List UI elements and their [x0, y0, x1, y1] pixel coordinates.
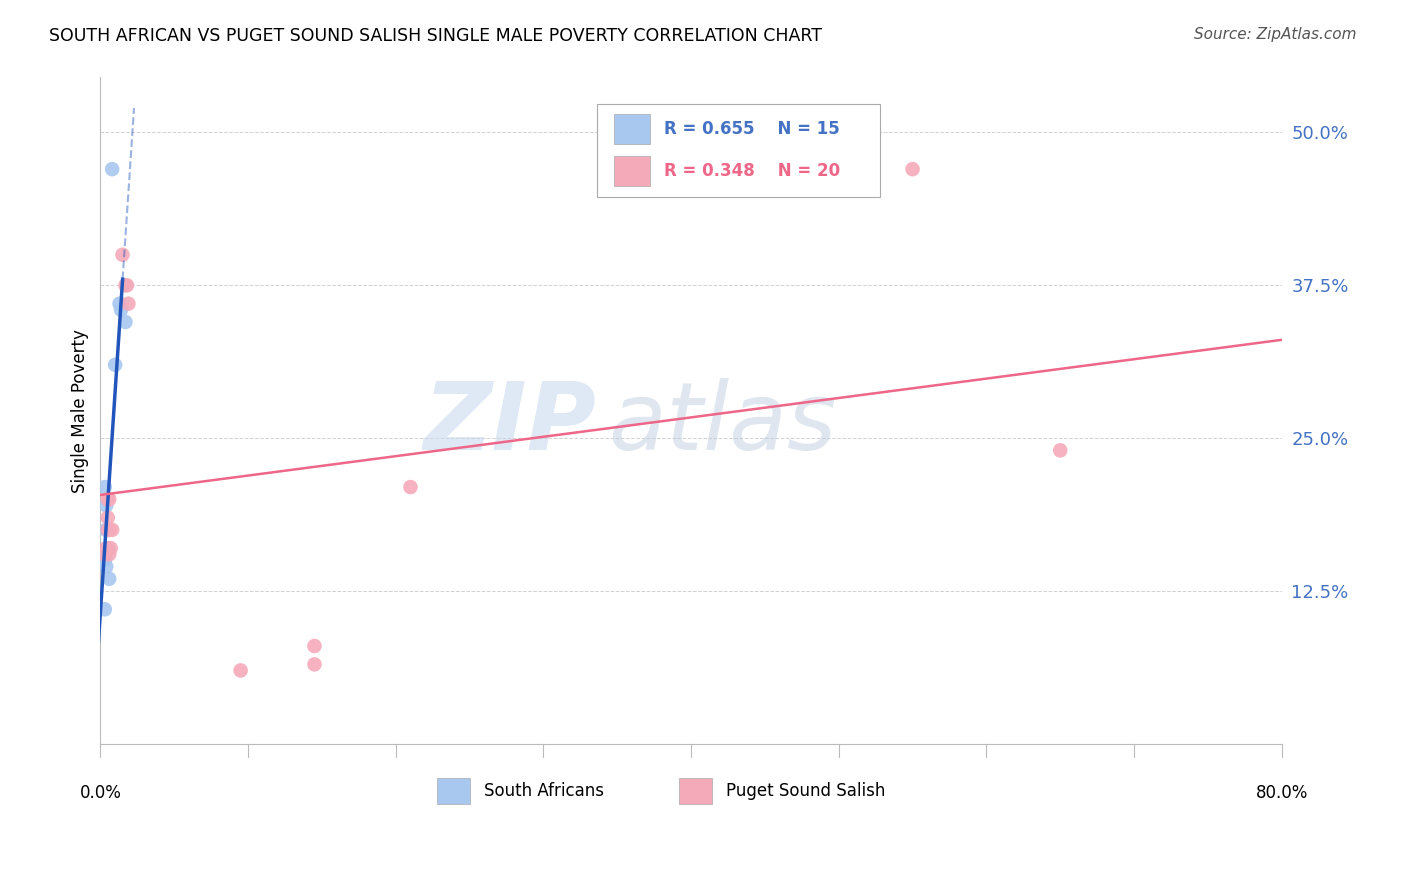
Point [94, 547, 117, 561]
Bar [437, 779, 470, 804]
Point [98, 572, 121, 586]
Point [96, 523, 118, 537]
Point [94, 553, 117, 567]
Point [100, 541, 122, 556]
Point [97, 492, 120, 507]
Point [94, 547, 117, 561]
Point [114, 278, 136, 293]
Text: South Africans: South Africans [484, 782, 605, 800]
Bar [614, 114, 650, 145]
Point [101, 162, 124, 177]
Point [115, 278, 138, 293]
Point [901, 162, 924, 177]
Point [117, 296, 139, 310]
Text: SOUTH AFRICAN VS PUGET SOUND SALISH SINGLE MALE POVERTY CORRELATION CHART: SOUTH AFRICAN VS PUGET SOUND SALISH SING… [49, 27, 823, 45]
Point [98, 492, 121, 507]
Point [97, 523, 120, 537]
Point [229, 664, 252, 678]
Bar [614, 156, 650, 186]
Point [110, 302, 132, 317]
Text: 80.0%: 80.0% [1256, 784, 1308, 802]
Point [108, 296, 131, 310]
Point [304, 657, 326, 672]
Point [304, 639, 326, 653]
Point [98, 547, 121, 561]
Point [96, 541, 118, 556]
Text: R = 0.655    N = 15: R = 0.655 N = 15 [664, 120, 839, 138]
Point [98, 523, 121, 537]
Point [114, 315, 136, 329]
Point [104, 358, 127, 372]
Point [101, 523, 124, 537]
Point [97, 523, 120, 537]
Point [1049, 443, 1071, 458]
Text: Source: ZipAtlas.com: Source: ZipAtlas.com [1194, 27, 1357, 42]
Text: Puget Sound Salish: Puget Sound Salish [727, 782, 886, 800]
Point [94, 602, 117, 616]
Text: R = 0.348    N = 20: R = 0.348 N = 20 [664, 162, 839, 180]
Bar [679, 779, 713, 804]
FancyBboxPatch shape [596, 104, 880, 197]
Text: 0.0%: 0.0% [79, 784, 121, 802]
Y-axis label: Single Male Poverty: Single Male Poverty [72, 328, 89, 492]
Point [111, 248, 134, 262]
Point [94, 480, 117, 494]
Text: ZIP: ZIP [423, 378, 596, 470]
Point [96, 499, 118, 513]
Point [96, 559, 118, 574]
Point [399, 480, 422, 494]
Point [97, 510, 120, 524]
Point [97, 541, 120, 556]
Text: atlas: atlas [609, 378, 837, 469]
